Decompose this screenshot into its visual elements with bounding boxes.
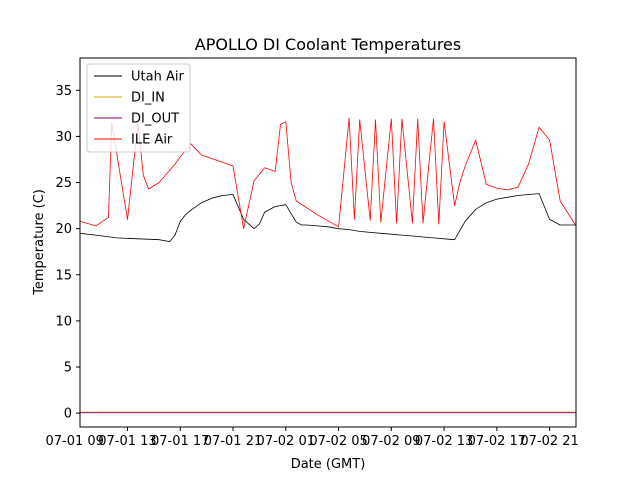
y-tick-label: 30 — [55, 130, 72, 145]
legend-items: Utah Air DI_IN DI_OUT ILE Air — [94, 70, 184, 148]
legend-label-di-in: DI_IN — [131, 91, 165, 106]
x-axis-label: Date (GMT) — [291, 457, 366, 472]
plot-frame — [79, 57, 577, 428]
x-tick-label: 07-02 13 — [415, 434, 473, 449]
legend-label-ile-air: ILE Air — [131, 133, 173, 148]
legend-label-utah-air: Utah Air — [131, 70, 184, 85]
x-tick-label: 07-01 13 — [98, 434, 156, 449]
x-tick-label: 07-01 09 — [45, 434, 103, 449]
x-tick-label: 07-01 17 — [151, 434, 209, 449]
y-axis-label: Temperature (C) — [32, 189, 47, 296]
legend: Utah Air DI_IN DI_OUT ILE Air — [86, 63, 191, 153]
y-tick-label: 25 — [55, 176, 72, 191]
x-tick-label: 07-02 17 — [468, 434, 526, 449]
legend-frame — [86, 63, 191, 153]
y-tick-label: 0 — [64, 407, 72, 422]
series-line-ile-air — [79, 117, 577, 230]
x-tick-label: 07-02 05 — [309, 434, 367, 449]
y-tick-label: 20 — [55, 222, 72, 237]
y-tick-label: 5 — [64, 361, 72, 376]
x-tick-label: 07-01 21 — [204, 434, 262, 449]
chart-title: APOLLO DI Coolant Temperatures — [195, 35, 461, 54]
y-tick-label: 15 — [55, 268, 72, 283]
series-layer — [79, 117, 577, 414]
x-tick-label: 07-02 01 — [257, 434, 315, 449]
x-tick-label: 07-02 09 — [362, 434, 420, 449]
legend-label-di-out: DI_OUT — [131, 112, 179, 127]
y-axis: 0 5 10 15 20 25 30 35 — [55, 84, 80, 422]
x-tick-label: 07-02 21 — [520, 434, 578, 449]
y-tick-label: 35 — [55, 84, 72, 99]
series-line-utah-air — [79, 193, 576, 243]
y-tick-label: 10 — [55, 314, 72, 329]
